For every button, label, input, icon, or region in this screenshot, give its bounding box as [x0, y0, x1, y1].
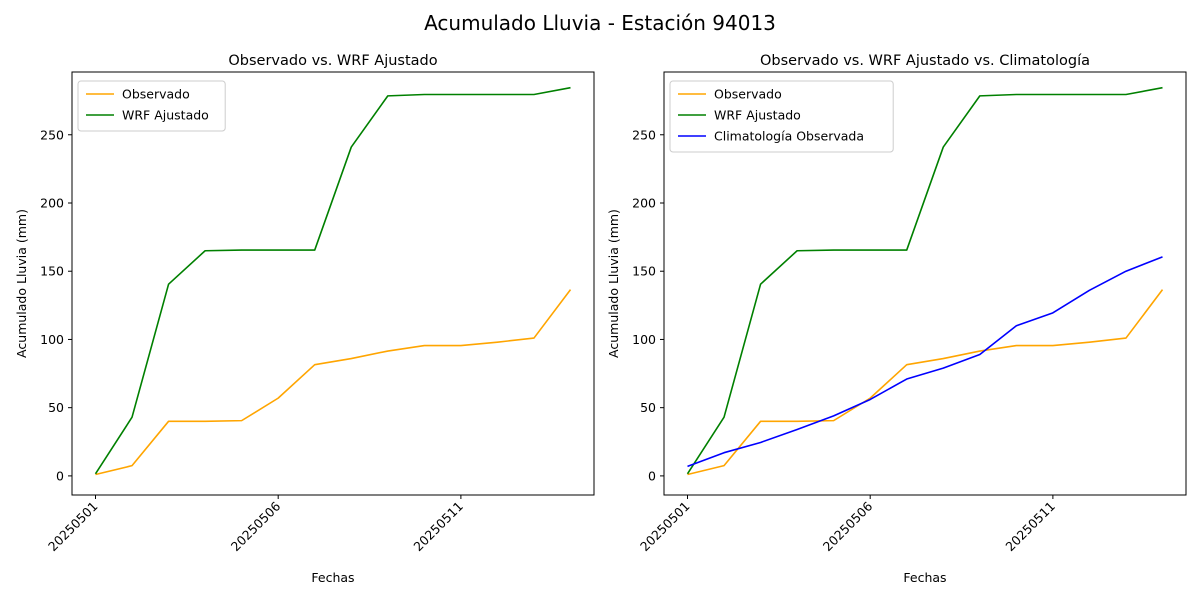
series-line-observado [687, 289, 1164, 476]
legend-box [77, 80, 226, 132]
y-tick-label: 200 [632, 195, 656, 210]
y-tick-label: 150 [40, 264, 64, 279]
series-line-observado [95, 289, 572, 476]
legend-entry: WRF Ajustado [714, 108, 801, 123]
subplot-title: Observado vs. WRF Ajustado vs. Climatolo… [760, 53, 1090, 69]
x-tick-label: 20250506 [228, 498, 284, 554]
legend-entry: Observado [714, 87, 782, 102]
y-tick-label: 250 [40, 127, 64, 142]
legend: Observado WRF Ajustado Climatología Observ… [669, 80, 894, 153]
y-tick-label: 150 [632, 264, 656, 279]
x-axis-label: Fechas [903, 570, 946, 585]
legend: Observado WRF Ajustado [77, 80, 226, 132]
x-tick-label: 20250506 [820, 498, 876, 554]
y-tick-label: 100 [632, 332, 656, 347]
series-line-climatolog-a-observada [687, 256, 1163, 468]
subplot-left: Observado vs. WRF Ajustado 0 50 100 150 200 25… [14, 53, 595, 585]
subplot-right: Observado vs. WRF Ajustado vs. Climatolo… [606, 53, 1187, 585]
legend-entry: Observado [122, 87, 190, 102]
figure-suptitle: Acumulado Lluvia - Estación 94013 [424, 11, 776, 35]
x-tick-label: 20250501 [637, 499, 693, 555]
axes-frame [71, 71, 595, 496]
x-axis-label: Fechas [311, 570, 354, 585]
legend-entry: Climatología Observada [714, 129, 864, 144]
x-tick-label: 20250501 [45, 499, 101, 555]
x-tick-label: 20250511 [1002, 499, 1058, 555]
y-axis-label: Acumulado Lluvia (mm) [14, 209, 29, 358]
subplot-title: Observado vs. WRF Ajustado [228, 53, 437, 69]
series-line-wrf-ajustado [94, 86, 571, 475]
series-line-wrf-ajustado [686, 86, 1163, 475]
y-tick-label: 0 [648, 468, 656, 483]
axes-frame [663, 71, 1187, 496]
y-tick-label: 50 [640, 400, 656, 415]
y-tick-label: 50 [48, 400, 64, 415]
y-tick-label: 250 [632, 127, 656, 142]
y-tick-label: 0 [56, 468, 64, 483]
x-tick-label: 20250511 [410, 499, 466, 555]
y-axis-label: Acumulado Lluvia (mm) [606, 209, 621, 358]
y-tick-label: 100 [40, 332, 64, 347]
legend-entry: WRF Ajustado [122, 108, 209, 123]
legend-box [669, 80, 894, 153]
y-tick-label: 200 [40, 195, 64, 210]
